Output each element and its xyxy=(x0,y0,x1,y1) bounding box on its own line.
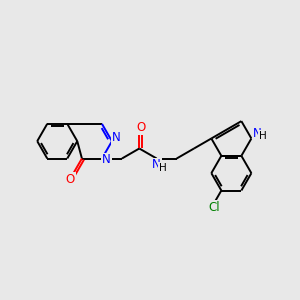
Text: N: N xyxy=(253,127,262,140)
Text: N: N xyxy=(102,154,111,166)
Text: O: O xyxy=(66,173,75,186)
Text: O: O xyxy=(136,121,146,134)
Text: H: H xyxy=(259,131,266,141)
Text: H: H xyxy=(159,163,167,173)
Text: N: N xyxy=(112,131,121,144)
Text: N: N xyxy=(152,158,161,172)
Text: Cl: Cl xyxy=(208,201,220,214)
